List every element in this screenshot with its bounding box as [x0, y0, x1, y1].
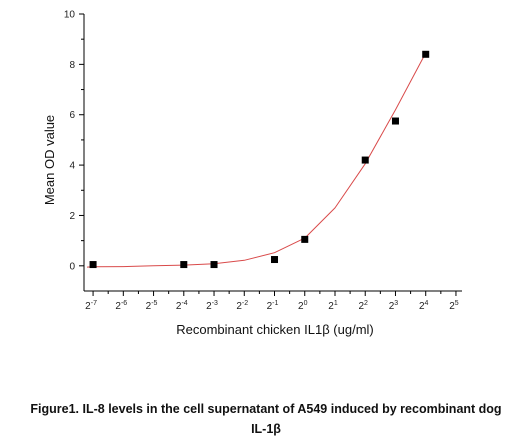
x-tick-label: 2-1 — [267, 300, 279, 312]
x-tick-label: 20 — [298, 300, 308, 312]
y-tick-label: 2 — [69, 211, 75, 222]
x-tick-label: 2-3 — [206, 300, 218, 312]
x-tick-label: 21 — [328, 300, 338, 312]
data-point — [180, 261, 188, 269]
y-tick-label: 6 — [69, 110, 75, 121]
fit-curve — [86, 52, 427, 268]
x-tick-label: 22 — [358, 300, 368, 312]
data-points — [89, 50, 430, 269]
data-point — [89, 261, 97, 269]
y-tick-label: 8 — [69, 60, 75, 71]
y-tick-label: 4 — [69, 161, 75, 172]
y-tick-label: 0 — [69, 261, 75, 272]
x-tick-label: 24 — [419, 300, 429, 312]
y-axis-title: Mean OD value — [42, 115, 57, 205]
x-tick-label: 2-2 — [236, 300, 248, 312]
x-tick-label: 25 — [449, 300, 459, 312]
x-axis-title: Recombinant chicken IL1β (ug/ml) — [176, 322, 374, 337]
x-tick-label: 2-7 — [85, 300, 97, 312]
data-point — [422, 50, 430, 58]
x-tick-label: 2-4 — [176, 300, 188, 312]
figure-caption-line-2: IL-1β — [251, 422, 281, 436]
x-tick-label: 23 — [389, 300, 399, 312]
data-point — [301, 235, 309, 243]
data-point — [271, 256, 279, 264]
data-point — [361, 156, 369, 164]
data-point — [391, 117, 399, 125]
y-tick-label: 10 — [64, 10, 76, 21]
x-tick-label: 2-5 — [146, 300, 158, 312]
figure-caption-line-1: Figure1. IL-8 levels in the cell superna… — [30, 402, 502, 416]
x-tick-label: 2-6 — [115, 300, 127, 312]
data-point — [210, 261, 218, 269]
